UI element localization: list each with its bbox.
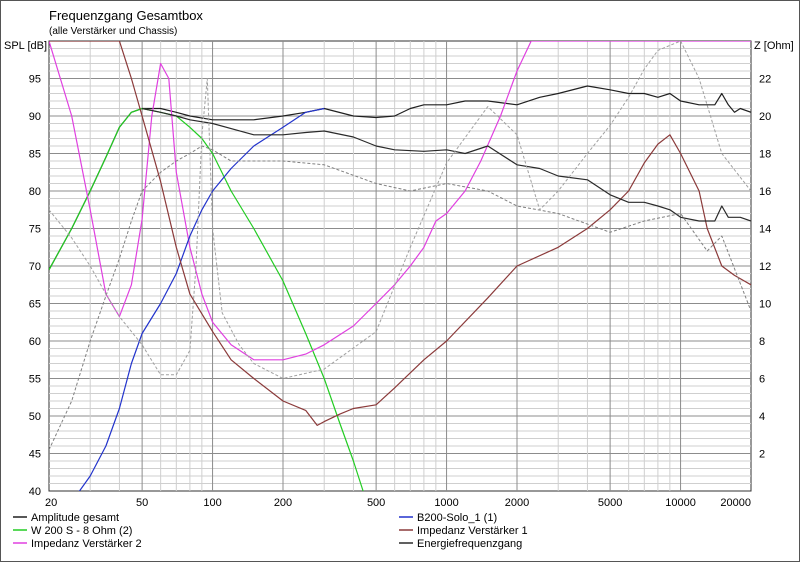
x-tick: 20000: [720, 497, 751, 509]
series-line-4: [49, 41, 751, 426]
y-tick-left: 70: [29, 261, 41, 273]
x-tick: 5000: [598, 497, 622, 509]
chart-title: Frequenzgang Gesamtbox: [49, 8, 203, 23]
y-tick-left: 80: [29, 186, 41, 198]
x-tick: 20: [45, 497, 57, 509]
x-tick: 50: [136, 497, 148, 509]
y-tick-left: 95: [29, 74, 41, 86]
y-tick-right: 20: [759, 111, 771, 123]
y-tick-left: 55: [29, 374, 41, 386]
y-tick-left: 65: [29, 299, 41, 311]
y-tick-right: 8: [759, 336, 765, 348]
legend-label: Impedanz Verstärker 1: [417, 525, 528, 537]
series-line-0: [49, 85, 751, 271]
legend-label: W 200 S - 8 Ohm (2): [31, 525, 132, 537]
y-tick-left: 75: [29, 224, 41, 236]
y-tick-left: 90: [29, 111, 41, 123]
x-tick: 2000: [505, 497, 529, 509]
series-line-3: [78, 107, 325, 491]
series-group: [49, 41, 751, 491]
y-tick-left: 85: [29, 149, 41, 161]
legend-label: Energiefrequenzgang: [417, 538, 522, 550]
series-line-5: [141, 107, 751, 222]
legend-label: B200-Solo_1 (1): [417, 512, 497, 524]
series-line-2: [49, 41, 751, 361]
y-tick-right: 16: [759, 186, 771, 198]
y-tick-right: 10: [759, 299, 771, 311]
x-tick: 100: [203, 497, 221, 509]
x-tick: 200: [274, 497, 292, 509]
x-tick: 10000: [665, 497, 696, 509]
y-axis-right-label: Z [Ohm]: [754, 40, 794, 52]
y-tick-left: 50: [29, 411, 41, 423]
x-tick: 500: [367, 497, 385, 509]
legend-label: Amplitude gesamt: [31, 512, 119, 524]
series-line-7: [49, 41, 751, 379]
y-tick-left: 60: [29, 336, 41, 348]
y-tick-left: 40: [29, 486, 41, 498]
y-tick-left: 45: [29, 449, 41, 461]
series-line-1: [49, 107, 364, 491]
x-tick: 1000: [434, 497, 458, 509]
chart-subtitle: (alle Verstärker und Chassis): [49, 26, 177, 37]
y-tick-right: 4: [759, 411, 765, 423]
tick-labels: 40 45 50 55 60 65 70 75 80 85 90 95 2 4 6 8 10 12 14 16 18 20…: [29, 74, 772, 510]
y-tick-right: 18: [759, 149, 771, 161]
y-tick-right: 2: [759, 449, 765, 461]
y-tick-right: 14: [759, 224, 771, 236]
legend-label: Impedanz Verstärker 2: [31, 538, 142, 550]
y-tick-right: 6: [759, 374, 765, 386]
grid: [48, 40, 752, 492]
y-axis-left-label: SPL [dB]: [4, 40, 47, 52]
y-tick-right: 12: [759, 261, 771, 273]
y-tick-right: 22: [759, 74, 771, 86]
series-line-6: [49, 145, 751, 451]
